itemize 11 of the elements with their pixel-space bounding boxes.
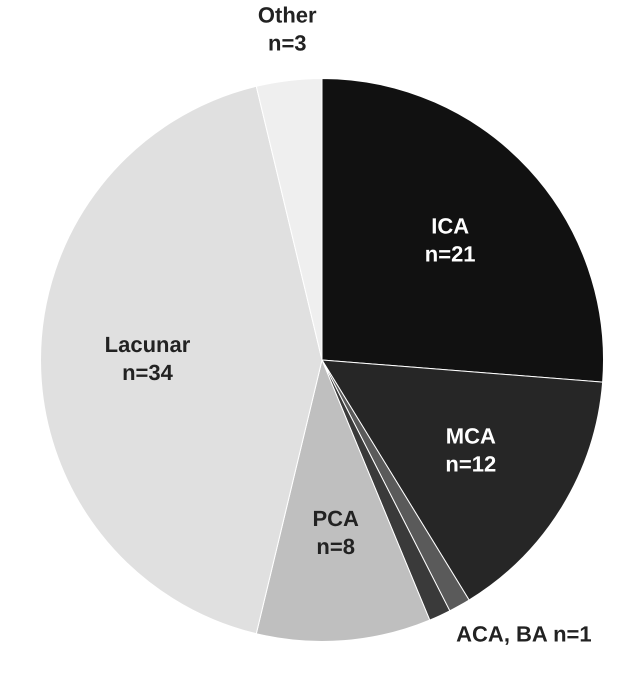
slice-label: ICA <box>431 214 470 239</box>
slice-label: MCA <box>446 423 496 448</box>
slice-label: ACA, BA n=1 <box>456 621 592 646</box>
data-label: n=34 <box>122 360 174 386</box>
data-label: n=12 <box>445 451 496 476</box>
data-label: n=21 <box>424 242 476 267</box>
data-label: n=8 <box>316 534 355 560</box>
slice-label: PCA <box>312 506 360 532</box>
data-label: n=3 <box>268 30 307 56</box>
slice-label: Other <box>258 2 318 28</box>
slice-label: Lacunar <box>104 332 191 358</box>
